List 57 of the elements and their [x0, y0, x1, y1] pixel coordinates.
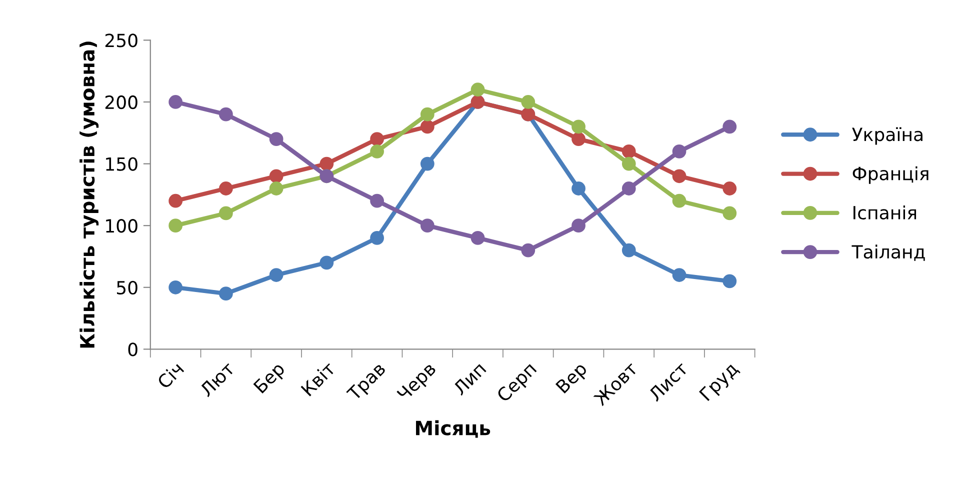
point [622, 182, 636, 196]
point [722, 120, 737, 134]
x-tick-label: Січ [156, 361, 184, 390]
point [420, 156, 434, 171]
point [168, 218, 183, 233]
y-tick-label: 150 [106, 157, 138, 171]
point [572, 182, 586, 196]
point [168, 95, 183, 109]
x-axis-title: Місяць [416, 420, 490, 438]
point [470, 230, 485, 245]
point [269, 182, 284, 196]
point [320, 256, 334, 270]
point [672, 144, 686, 158]
point [622, 144, 636, 158]
legend-label: Україна [852, 127, 922, 145]
point [370, 230, 384, 245]
y-tick-label: 100 [106, 219, 138, 233]
point [218, 206, 233, 220]
x-tick-label: Бер [253, 361, 288, 396]
point [470, 82, 485, 97]
point [269, 132, 284, 146]
point [722, 274, 737, 288]
x-tick-label: Вер [555, 361, 590, 396]
point [572, 132, 586, 146]
point [420, 120, 434, 134]
point [521, 243, 536, 258]
point [672, 169, 686, 184]
point [168, 280, 183, 294]
point [269, 169, 284, 184]
y-tick-label: 250 [105, 34, 138, 48]
y-axis-title: Кількість туристів (умовна) [80, 42, 99, 348]
point [370, 194, 384, 208]
point [420, 218, 434, 233]
y-tick-label: 50 [116, 280, 138, 294]
point [622, 156, 636, 171]
point [168, 194, 183, 208]
point [218, 286, 233, 301]
point [672, 268, 686, 282]
point [218, 182, 233, 196]
point [420, 107, 434, 122]
point [722, 182, 737, 196]
y-tick-label: 200 [105, 95, 138, 110]
point [722, 206, 737, 220]
point [218, 107, 233, 122]
point [370, 144, 384, 158]
point [672, 194, 686, 208]
legend-label: Франція [852, 166, 928, 184]
legend-label: Таіланд [852, 244, 925, 261]
point [370, 132, 384, 146]
legend-label: Іспанія [854, 206, 916, 220]
point [572, 120, 586, 134]
point [521, 95, 536, 109]
point [622, 243, 636, 258]
point [320, 156, 334, 171]
point [269, 268, 284, 282]
y-tick-label: 0 [128, 342, 138, 356]
point [572, 218, 586, 233]
